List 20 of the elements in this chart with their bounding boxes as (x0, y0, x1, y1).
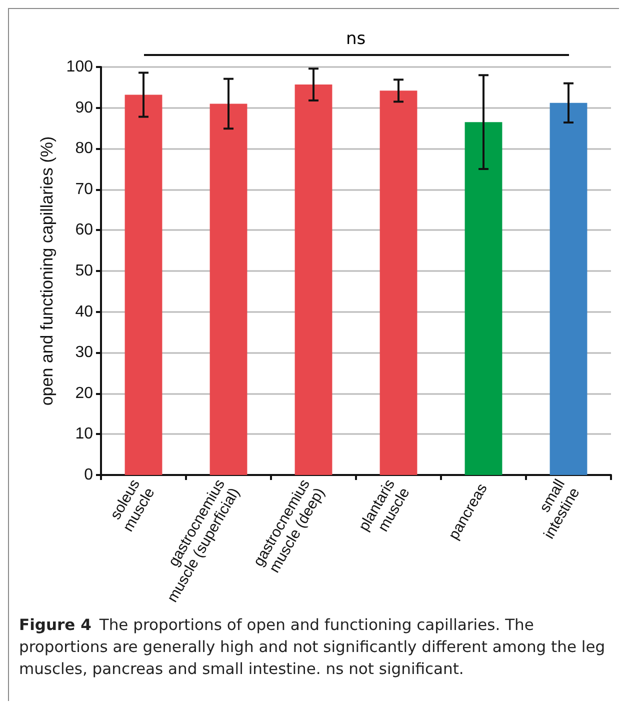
y-tick-label: 50 (75, 262, 94, 280)
y-tick-label: 40 (75, 303, 94, 320)
y-tick-label: 30 (75, 344, 94, 362)
y-tick-label: 80 (75, 140, 94, 158)
bar (210, 104, 248, 475)
y-tick-label: 20 (75, 384, 94, 402)
bar (380, 90, 418, 475)
text: ns (346, 29, 366, 49)
y-tick-label: 100 (66, 58, 94, 76)
y-tick-label: 10 (75, 426, 94, 443)
bar (294, 84, 332, 475)
y-tick-label: 60 (75, 222, 94, 239)
caption: Figure 4 (19, 616, 92, 634)
y-tick-label: 90 (75, 99, 94, 116)
bar (464, 122, 502, 475)
bar (124, 94, 162, 475)
bar (550, 102, 588, 475)
y-tick-label: 0 (84, 466, 94, 484)
y-tick-label: 70 (75, 180, 94, 198)
y-axis-title: open and functioning capillaries (%) (37, 136, 56, 406)
